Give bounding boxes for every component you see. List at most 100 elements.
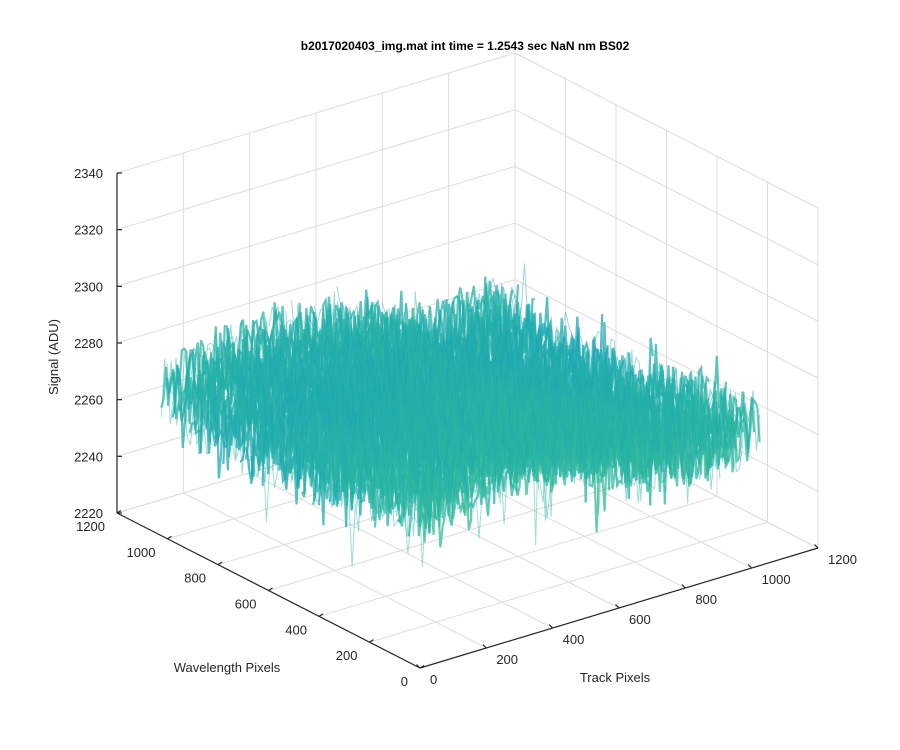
surface-strip — [257, 320, 517, 491]
x-tick-mark — [615, 604, 620, 609]
y-tick-label: 0 — [401, 674, 408, 689]
y-tick-label: 800 — [184, 571, 206, 586]
surface-strip — [217, 324, 478, 503]
back-wall-grid-line — [116, 52, 516, 174]
x-tick-mark — [548, 624, 554, 629]
surface-strip — [166, 363, 427, 567]
x-tick-mark — [747, 564, 753, 569]
surface-strip — [477, 297, 738, 471]
surface-strip — [313, 305, 574, 479]
right-wall-grid-line — [514, 109, 819, 266]
right-wall-grid-line — [514, 165, 819, 322]
surface-strip — [347, 310, 607, 521]
surface-strip — [415, 324, 676, 502]
surface-strip — [495, 263, 755, 453]
z-tick-label: 2340 — [74, 166, 103, 181]
surface-strip — [308, 320, 568, 489]
surface-strip — [483, 293, 744, 504]
x-tick-label: 0 — [430, 672, 437, 687]
axes-frame — [116, 172, 819, 669]
y-tick-label: 400 — [285, 622, 307, 637]
surface-strip — [413, 387, 756, 537]
right-wall-grid-line — [514, 279, 819, 436]
y-axis-label: Wavelength Pixels — [174, 660, 281, 675]
x-tick-label: 1200 — [828, 552, 857, 567]
surface-strip — [393, 303, 653, 478]
surface-strip — [427, 306, 687, 502]
back-wall-grid-line — [116, 109, 516, 231]
surface-strip — [364, 304, 625, 482]
z-tick-label: 2220 — [74, 506, 103, 521]
surface-strip — [489, 277, 749, 451]
x-tick-label: 200 — [496, 652, 518, 667]
surface-strip — [302, 320, 562, 546]
chart-title: b2017020403_img.mat int time = 1.2543 se… — [301, 39, 630, 53]
y-tick-mark — [217, 561, 223, 566]
surface-strip — [268, 306, 528, 482]
surface-strip — [455, 307, 715, 490]
y-tick-mark — [268, 587, 273, 592]
surface-strip — [160, 358, 421, 567]
surface-strip — [418, 397, 761, 548]
surface-strip — [274, 305, 534, 487]
surface-strip — [342, 301, 602, 480]
x-tick-label: 1000 — [762, 572, 791, 587]
surface-strip — [325, 309, 585, 486]
surface-strip — [206, 347, 466, 509]
surface-strip — [353, 305, 613, 471]
z-tick-label: 2300 — [74, 279, 103, 294]
surface-strip — [234, 320, 495, 496]
x-tick-label: 800 — [695, 592, 717, 607]
surface-strip — [410, 310, 670, 492]
surface-strip — [472, 292, 732, 468]
surface-strip — [359, 310, 619, 515]
surface-strip — [262, 313, 523, 479]
surface-strip — [178, 349, 438, 555]
surface-strip — [312, 337, 654, 511]
z-tick-label: 2280 — [74, 336, 103, 351]
x-tick-label: 600 — [629, 612, 651, 627]
surface-strip — [466, 295, 727, 474]
surface-strip — [251, 327, 512, 525]
surface-strip — [223, 316, 483, 539]
surface-strip — [172, 357, 432, 529]
surface-strip — [398, 315, 659, 491]
surface-strip — [245, 326, 506, 494]
surface-strip — [285, 290, 545, 472]
surface-strip — [444, 298, 704, 480]
z-tick-label: 2320 — [74, 223, 103, 238]
surface-strip — [200, 342, 460, 517]
x-tick-mark — [482, 644, 487, 649]
y-tick-label: 1000 — [127, 545, 156, 560]
surface-mesh — [160, 263, 761, 567]
y-tick-label: 1200 — [76, 519, 105, 534]
surface-strip — [404, 328, 664, 474]
right-wall-grid-line — [514, 222, 819, 379]
y-tick-label: 200 — [336, 648, 358, 663]
surface-strip — [387, 307, 647, 484]
x-tick-mark — [681, 584, 686, 589]
surface-strip — [211, 333, 472, 522]
surface-strip — [279, 315, 540, 491]
y-tick-label: 600 — [235, 597, 257, 612]
surface-strip — [189, 349, 449, 518]
surface-strip — [240, 321, 500, 502]
back-wall-grid-line — [116, 222, 516, 344]
surface-strip — [432, 318, 693, 482]
surface-strip — [291, 299, 551, 520]
surface-strip — [370, 301, 630, 466]
y-tick-mark — [318, 613, 324, 617]
surface-strip — [296, 304, 557, 503]
x-tick-label: 400 — [563, 632, 585, 647]
surface-strip — [330, 301, 591, 518]
z-tick-label: 2260 — [74, 393, 103, 408]
surface-strip — [183, 346, 443, 521]
y-tick-mark — [167, 535, 172, 540]
surface-strip — [376, 291, 636, 481]
x-tick-mark — [416, 664, 421, 669]
surface-strip — [421, 306, 681, 504]
surface-strip — [449, 307, 709, 466]
surface-strip — [194, 355, 455, 521]
